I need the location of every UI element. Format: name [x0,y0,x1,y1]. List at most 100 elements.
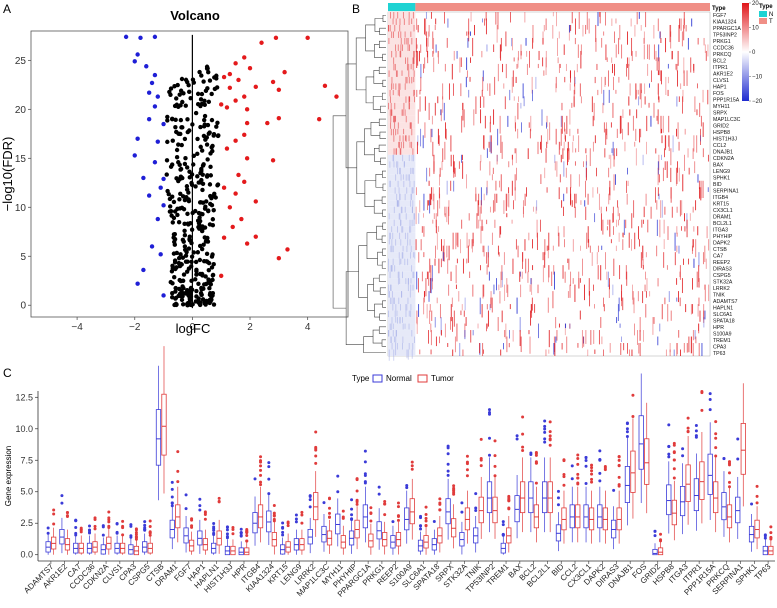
heatmap-cell [389,323,391,331]
heatmap-cell [429,258,431,273]
type-legend-label-t: T [769,19,773,25]
heatmap-cell [555,83,557,93]
heatmap-cell [437,50,439,64]
heatmap-cell [486,323,488,329]
heatmap-cell [425,278,427,297]
heatmap-cell [545,148,547,163]
volcano-point-ns [199,228,205,234]
heatmap-normal-block [388,148,416,155]
volcano-point-ns [196,281,201,286]
volcano-point-down [152,104,158,109]
heatmap-cell [662,167,664,182]
heatmap-cell [615,44,617,58]
tumor-box [575,504,581,529]
heatmap-cell [453,50,455,61]
heatmap-cell [627,167,628,175]
heatmap-cell [413,89,415,101]
volcano-point-ns [197,218,203,224]
heatmap-cell [684,226,686,232]
normal-outlier [708,397,712,401]
tumor-outlier [672,443,676,447]
volcano-point-ns [179,125,184,130]
heatmap-cell [678,167,680,182]
dendrogram-branch [355,37,367,91]
heatmap-normal-block [388,343,416,350]
heatmap-cell [639,83,641,100]
heatmap-cell [676,343,678,355]
volcano-point-ns [176,160,181,165]
heatmap-cell [597,245,599,253]
heatmap-cell [571,102,573,108]
normal-box [266,510,272,533]
heatmap-cell [392,304,394,314]
heatmap-row-label: TP53INP2 [713,33,737,39]
heatmap-cell [631,349,633,356]
boxplot-gene-labels: ADAMTS7AKR1E2CA7CCDC36CDKN2ACLVS1CPA3CSP… [22,562,773,599]
heatmap-cell [536,232,538,250]
heatmap-cell [440,330,442,336]
heatmap-cell [699,187,701,199]
colorbar-tick-label: 0 [752,50,756,56]
tumor-box [699,461,705,500]
volcano-point-ns [209,265,215,270]
heatmap-cell [394,63,396,76]
heatmap-cell [405,115,407,128]
tumor-outlier [410,464,414,468]
heatmap-cell [626,180,628,193]
heatmap-cell [597,12,599,27]
tumor-outlier [286,521,290,525]
volcano-point-down [135,281,140,286]
heatmap-cell [416,323,418,334]
heatmap-cell [639,128,641,143]
heatmap-cell [511,154,513,160]
volcano-x-tick-label: 4 [305,322,311,333]
heatmap-cell [499,226,501,238]
heatmap-cell [523,96,525,107]
heatmap-cell [677,70,678,87]
tumor-outlier [300,521,304,525]
heatmap-row-label: PPARGC1A [713,26,741,32]
heatmap-cell [424,291,425,298]
heatmap-cell [612,141,614,156]
heatmap-cell [702,148,704,158]
heatmap-cell [542,31,544,44]
heatmap-cell [486,219,488,225]
normal-outlier [170,480,174,484]
heatmap-cell [403,180,405,190]
heatmap-cell [660,200,662,218]
heatmap-cell [589,291,591,307]
heatmap-cell [578,174,580,187]
heatmap-cell [574,70,575,87]
heatmap-cell [393,57,395,67]
heatmap-cell [401,226,403,238]
heatmap-cell [467,37,469,48]
heatmap-cell [618,76,620,83]
heatmap-normal-block [388,122,416,129]
heatmap-cell [683,343,685,353]
heatmap-cell [564,128,566,140]
heatmap-cell [444,141,446,160]
heatmap-cell [402,252,404,263]
volcano-point-up [265,120,270,126]
heatmap-cell [486,323,487,332]
volcano-point-ns [211,302,217,307]
tumor-box [533,504,539,529]
heatmap-cell [389,271,391,281]
heatmap-cell [545,18,547,31]
heatmap-cell [632,284,633,300]
colorbar-tick-label: 10 [752,26,759,32]
volcano-point-ns [200,200,206,205]
heatmap-cell [519,271,521,282]
heatmap-cell [395,128,397,136]
heatmap-cell [455,284,457,289]
heatmap-cell [572,135,574,142]
heatmap-cell [406,37,408,49]
heatmap-cell [610,154,612,169]
heatmap-cell [623,343,625,351]
tumor-outlier [590,469,594,473]
heatmap-cell [643,31,645,39]
volcano-y-tick-label: 15 [15,154,27,165]
heatmap-row-label: CCL2 [713,143,726,149]
tumor-outlier [259,455,263,459]
heatmap-cell [394,24,396,36]
